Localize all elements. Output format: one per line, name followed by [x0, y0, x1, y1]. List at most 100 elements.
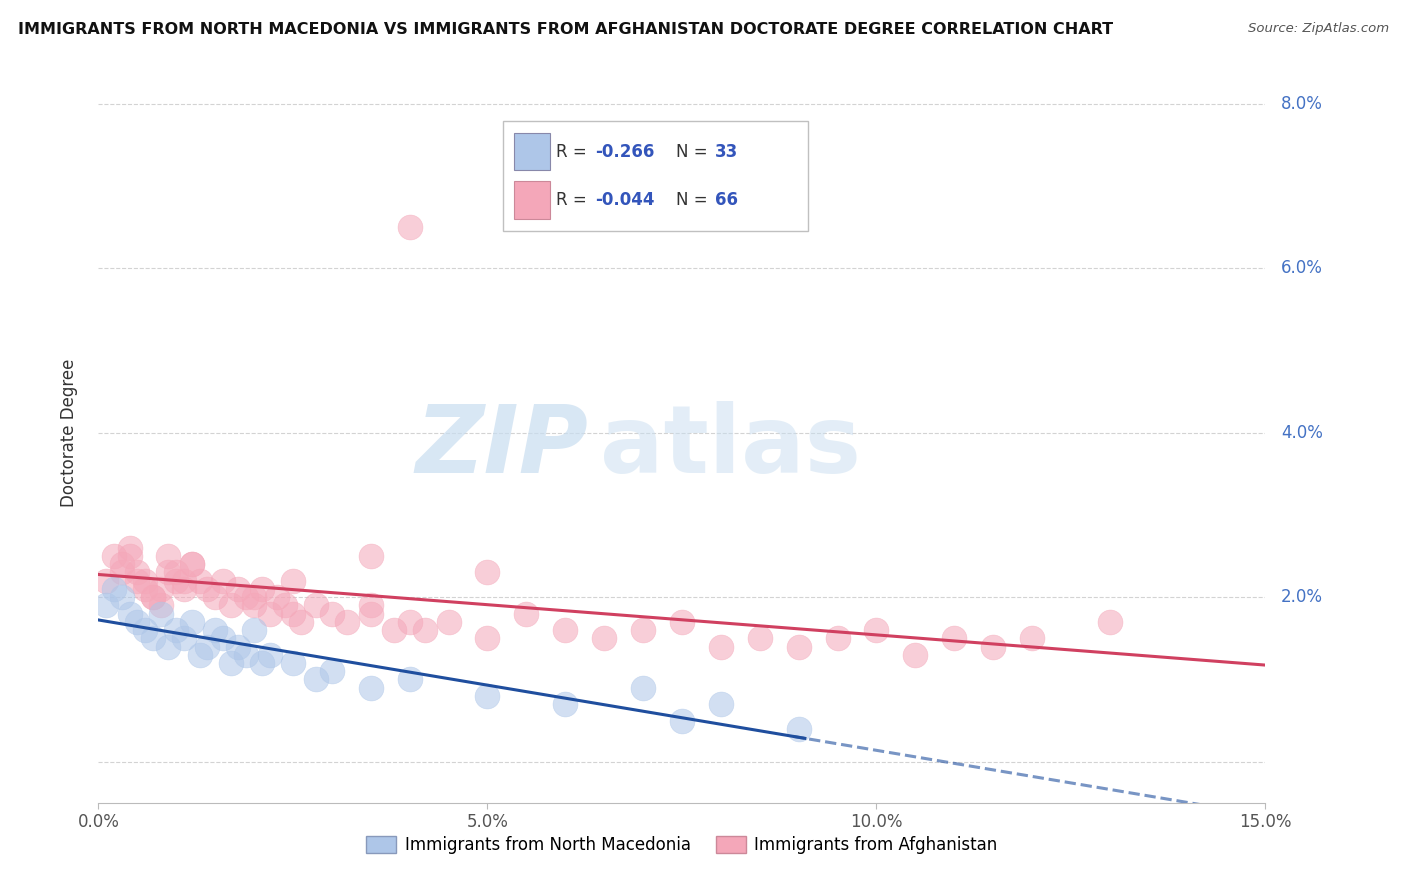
Point [259, 607, 281, 621]
Point [943, 632, 966, 646]
Point [149, 582, 172, 596]
Point [243, 623, 266, 637]
Y-axis label: Doctorate Degree: Doctorate Degree [59, 359, 77, 507]
Point [103, 582, 125, 596]
Point [235, 648, 257, 662]
Point [228, 640, 250, 654]
Point [165, 574, 187, 588]
Point [981, 640, 1004, 654]
Point [477, 632, 499, 646]
Point [515, 607, 537, 621]
Point [180, 615, 202, 629]
Point [157, 549, 180, 563]
Text: 2.0%: 2.0% [1281, 588, 1323, 607]
Point [157, 566, 180, 580]
Text: 4.0%: 4.0% [1281, 424, 1323, 442]
Point [266, 590, 288, 604]
Point [336, 615, 359, 629]
Point [173, 574, 195, 588]
Text: -0.044: -0.044 [596, 191, 655, 209]
Point [437, 615, 460, 629]
Text: 8.0%: 8.0% [1281, 95, 1323, 112]
Point [180, 558, 202, 572]
Point [631, 681, 654, 695]
Point [259, 648, 281, 662]
Point [188, 574, 211, 588]
Point [250, 582, 273, 596]
Point [710, 640, 733, 654]
Point [321, 607, 343, 621]
Text: R =: R = [557, 191, 592, 209]
Text: R =: R = [557, 143, 592, 161]
Point [96, 574, 118, 588]
Text: N =: N = [675, 143, 713, 161]
Point [134, 623, 156, 637]
Point [243, 590, 266, 604]
Point [904, 648, 927, 662]
Point [118, 607, 141, 621]
Point [188, 648, 211, 662]
Legend: Immigrants from North Macedonia, Immigrants from Afghanistan: Immigrants from North Macedonia, Immigra… [360, 830, 1004, 861]
Point [865, 623, 887, 637]
Point [1098, 615, 1121, 629]
Point [250, 656, 273, 670]
Point [290, 615, 312, 629]
Point [827, 632, 849, 646]
Point [281, 607, 304, 621]
Text: -0.266: -0.266 [596, 143, 655, 161]
Point [165, 566, 187, 580]
Text: 33: 33 [714, 143, 738, 161]
Point [321, 664, 343, 678]
Point [149, 607, 172, 621]
Text: 66: 66 [714, 191, 738, 209]
Point [118, 549, 141, 563]
Point [134, 582, 156, 596]
Point [212, 632, 235, 646]
Point [142, 632, 165, 646]
Point [671, 615, 693, 629]
Point [127, 574, 149, 588]
Point [219, 656, 242, 670]
Point [142, 590, 165, 604]
Point [360, 549, 382, 563]
Point [281, 574, 304, 588]
Point [1021, 632, 1043, 646]
Point [305, 673, 328, 687]
Point [173, 632, 195, 646]
Point [127, 615, 149, 629]
Point [360, 599, 382, 613]
Text: IMMIGRANTS FROM NORTH MACEDONIA VS IMMIGRANTS FROM AFGHANISTAN DOCTORATE DEGREE : IMMIGRANTS FROM NORTH MACEDONIA VS IMMIG… [18, 22, 1114, 37]
Point [787, 640, 810, 654]
Point [228, 582, 250, 596]
Point [360, 607, 382, 621]
Point [204, 623, 226, 637]
Point [173, 582, 195, 596]
Point [157, 640, 180, 654]
Point [477, 689, 499, 703]
Point [134, 574, 156, 588]
Point [593, 632, 616, 646]
Point [631, 623, 654, 637]
Point [180, 558, 202, 572]
Point [235, 590, 257, 604]
Point [305, 599, 328, 613]
Point [382, 623, 405, 637]
Point [787, 722, 810, 736]
Text: atlas: atlas [600, 401, 862, 493]
Point [671, 714, 693, 728]
Point [398, 615, 420, 629]
Point [413, 623, 436, 637]
Point [96, 599, 118, 613]
Point [111, 558, 134, 572]
Point [398, 673, 420, 687]
Point [554, 623, 576, 637]
Point [111, 566, 134, 580]
Point [710, 697, 733, 711]
Point [281, 656, 304, 670]
Point [274, 599, 297, 613]
Point [219, 599, 242, 613]
Point [127, 566, 149, 580]
Point [748, 632, 770, 646]
Point [477, 566, 499, 580]
Point [195, 640, 218, 654]
